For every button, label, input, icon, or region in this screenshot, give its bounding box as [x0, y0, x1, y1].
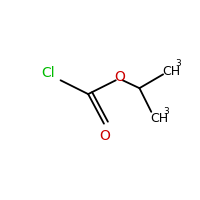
Text: CH: CH [150, 112, 168, 125]
Text: O: O [99, 129, 110, 142]
Text: CH: CH [162, 65, 180, 78]
Text: 3: 3 [176, 59, 181, 68]
Text: O: O [114, 70, 125, 84]
Text: Cl: Cl [41, 66, 55, 80]
Text: 3: 3 [164, 107, 169, 116]
